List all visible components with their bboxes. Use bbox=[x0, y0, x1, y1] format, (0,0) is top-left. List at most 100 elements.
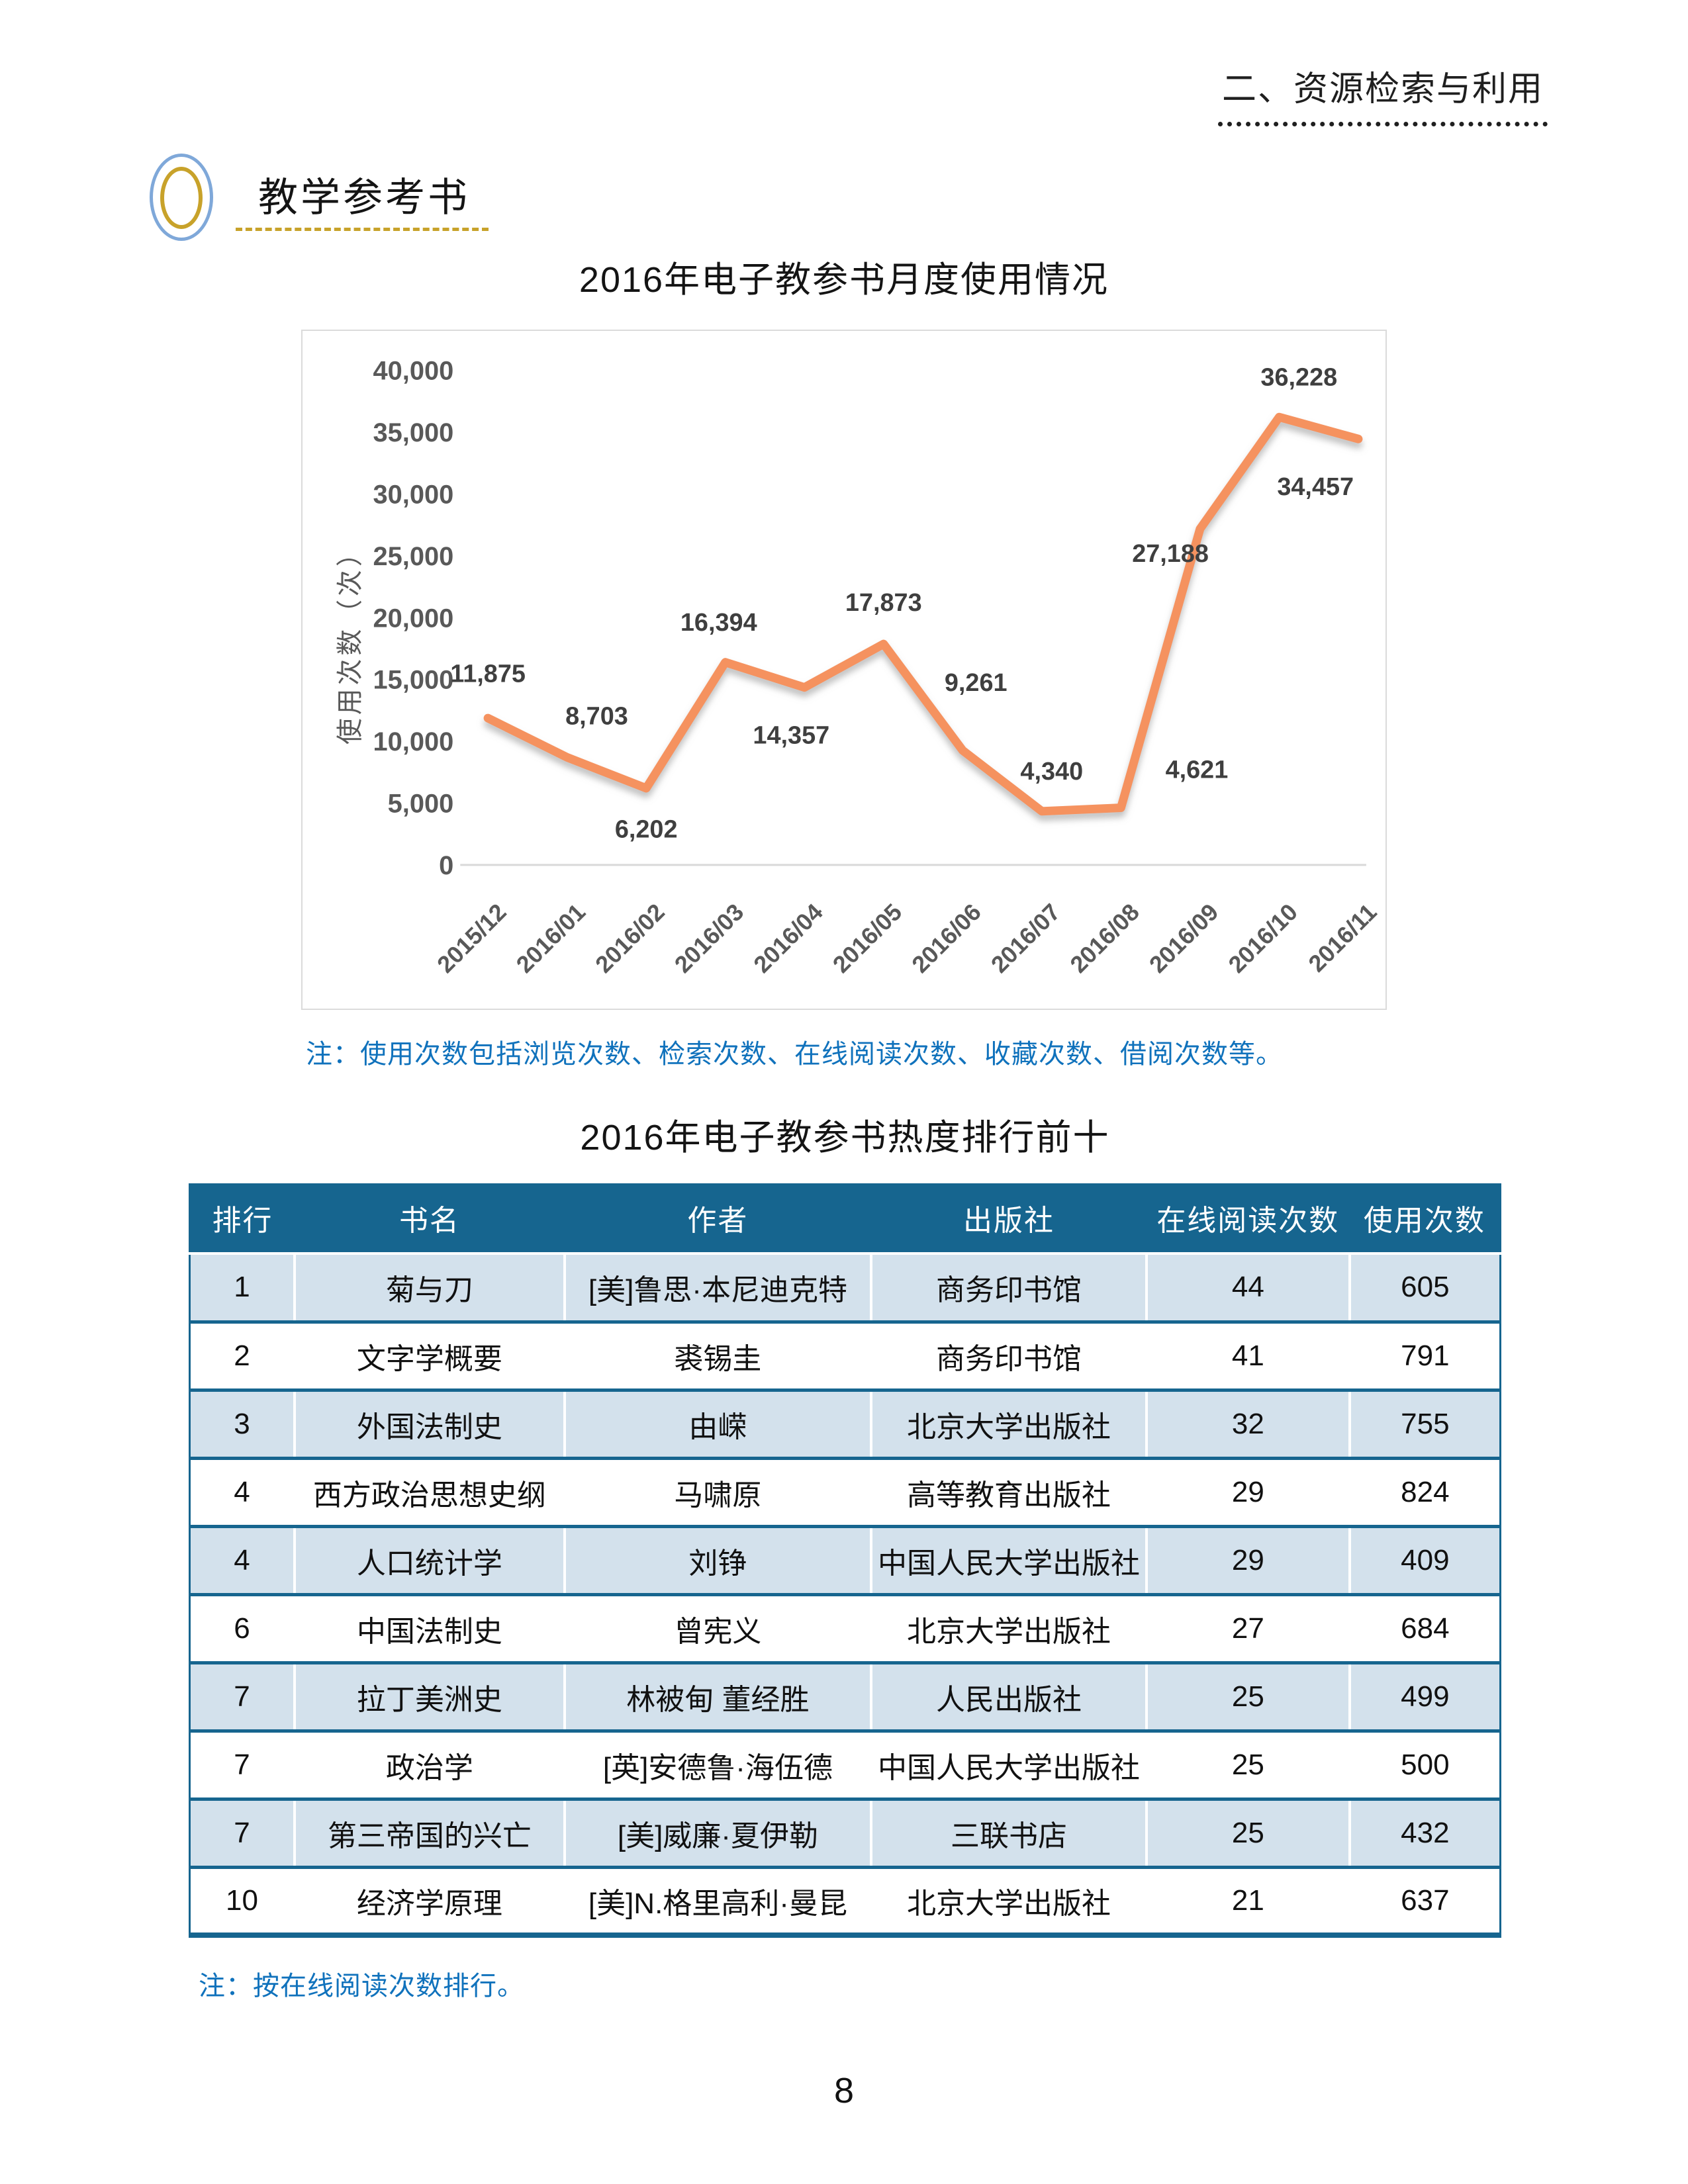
table-cell: 637 bbox=[1348, 1865, 1501, 1938]
table-cell: 中国人民大学出版社 bbox=[870, 1524, 1147, 1594]
table-cell: 44 bbox=[1145, 1253, 1350, 1322]
table-cell: 27 bbox=[1145, 1592, 1350, 1662]
table-row: 7 第三帝国的兴亡 [美]威廉·夏伊勒 三联书店 25 432 bbox=[188, 1797, 1501, 1867]
section-ring-icon bbox=[150, 154, 213, 241]
table-header-cell: 作者 bbox=[564, 1183, 872, 1255]
table-cell: 曾宪义 bbox=[563, 1592, 872, 1662]
table-cell: 商务印书馆 bbox=[870, 1253, 1147, 1322]
table-cell: 马啸原 bbox=[563, 1456, 872, 1526]
y-axis-tick-label: 40,000 bbox=[373, 357, 453, 386]
table-cell: 432 bbox=[1348, 1797, 1501, 1867]
table-cell: 755 bbox=[1348, 1388, 1501, 1458]
x-axis-tick-label: 2016/01 bbox=[511, 899, 590, 978]
table-cell: 7 bbox=[188, 1797, 295, 1867]
table-cell: 政治学 bbox=[293, 1729, 565, 1799]
table-header-cell: 在线阅读次数 bbox=[1146, 1183, 1350, 1255]
x-axis-tick-label: 2016/02 bbox=[590, 899, 670, 978]
data-point-label: 9,261 bbox=[945, 669, 1008, 697]
table-cell: 684 bbox=[1348, 1592, 1501, 1662]
table-cell: 10 bbox=[188, 1865, 295, 1938]
y-axis-tick-label: 20,000 bbox=[373, 604, 453, 633]
running-head: 二、资源检索与利用 bbox=[1218, 70, 1548, 126]
table-cell: 中国人民大学出版社 bbox=[870, 1729, 1147, 1799]
table-title: 2016年电子教参书热度排行前十 bbox=[580, 1118, 1110, 1158]
data-point-label: 4,340 bbox=[1020, 758, 1083, 786]
x-axis-tick-label: 2016/05 bbox=[827, 899, 907, 978]
x-axis-tick-label: 2016/07 bbox=[986, 899, 1065, 978]
table-cell: [英]安德鲁·海伍德 bbox=[563, 1729, 872, 1799]
table-cell: 29 bbox=[1145, 1524, 1350, 1594]
table-cell: 791 bbox=[1348, 1320, 1501, 1390]
table-cell: 菊与刀 bbox=[293, 1253, 565, 1322]
data-point-label: 11,875 bbox=[450, 660, 526, 688]
y-axis-tick-label: 0 bbox=[439, 851, 453, 880]
table-cell: 6 bbox=[188, 1592, 295, 1662]
table-row: 2 文字学概要 裘锡圭 商务印书馆 41 791 bbox=[188, 1320, 1501, 1390]
chart-note: 注：使用次数包括浏览次数、检索次数、在线阅读次数、收藏次数、借阅次数等。 bbox=[306, 1040, 1283, 1069]
table-row: 10 经济学原理 [美]N.格里高利·曼昆 北京大学出版社 21 637 bbox=[188, 1865, 1501, 1938]
table-header-row: 排行 书名 作者 出版社 在线阅读次数 使用次数 bbox=[188, 1183, 1501, 1255]
data-point-label: 8,703 bbox=[565, 702, 628, 730]
table-cell: 西方政治思想史纲 bbox=[293, 1456, 565, 1526]
table-cell: 41 bbox=[1145, 1320, 1350, 1390]
x-axis-tick-label: 2016/06 bbox=[907, 899, 986, 978]
page-number: 8 bbox=[833, 2071, 855, 2111]
table-cell: 外国法制史 bbox=[293, 1388, 565, 1458]
top10-table: 排行 书名 作者 出版社 在线阅读次数 使用次数 1 菊与刀 [美]鲁思·本尼迪克特 商务印书馆… bbox=[188, 1183, 1501, 1938]
table-cell: 25 bbox=[1145, 1797, 1350, 1867]
usage-series-line bbox=[483, 412, 1363, 816]
table-cell: 高等教育出版社 bbox=[870, 1456, 1147, 1526]
table-cell: 人口统计学 bbox=[293, 1524, 565, 1594]
data-point-label: 6,202 bbox=[615, 816, 678, 844]
table-cell: 北京大学出版社 bbox=[870, 1865, 1147, 1938]
table-cell: 32 bbox=[1145, 1388, 1350, 1458]
table-note: 注：按在线阅读次数排行。 bbox=[199, 1972, 524, 2001]
chart-title: 2016年电子教参书月度使用情况 bbox=[579, 260, 1109, 300]
x-axis-tick-label: 2016/04 bbox=[749, 899, 828, 978]
table-cell: 7 bbox=[188, 1661, 295, 1731]
table-cell: 3 bbox=[188, 1388, 295, 1458]
table-header-cell: 排行 bbox=[188, 1183, 295, 1255]
data-point-label: 36,228 bbox=[1260, 363, 1337, 391]
y-axis-tick-label: 10,000 bbox=[373, 727, 453, 756]
table-cell: 由嵘 bbox=[563, 1388, 872, 1458]
x-axis-tick-label: 2016/03 bbox=[669, 899, 749, 978]
table-row: 4 西方政治思想史纲 马啸原 高等教育出版社 29 824 bbox=[188, 1456, 1501, 1526]
table-cell: [美]威廉·夏伊勒 bbox=[563, 1797, 872, 1867]
x-axis-tick-label: 2016/08 bbox=[1065, 899, 1145, 978]
table-row: 6 中国法制史 曾宪义 北京大学出版社 27 684 bbox=[188, 1592, 1501, 1662]
data-point-label: 17,873 bbox=[845, 589, 922, 617]
table-row: 3 外国法制史 由嵘 北京大学出版社 32 755 bbox=[188, 1388, 1501, 1458]
table-row: 4 人口统计学 刘铮 中国人民大学出版社 29 409 bbox=[188, 1524, 1501, 1594]
table-cell: 林被甸 董经胜 bbox=[563, 1661, 872, 1731]
x-axis-tick-label: 2016/09 bbox=[1145, 899, 1224, 978]
table-cell: 4 bbox=[188, 1456, 295, 1526]
y-axis-tick-label: 35,000 bbox=[373, 418, 453, 447]
data-point-label: 16,394 bbox=[680, 609, 757, 637]
data-point-label: 27,188 bbox=[1132, 540, 1209, 568]
table-cell: 1 bbox=[188, 1253, 295, 1322]
y-axis-tick-label: 5,000 bbox=[388, 789, 454, 818]
table-header-cell: 书名 bbox=[294, 1183, 565, 1255]
table-cell: 北京大学出版社 bbox=[870, 1388, 1147, 1458]
table-cell: 409 bbox=[1348, 1524, 1501, 1594]
table-cell: 北京大学出版社 bbox=[870, 1592, 1147, 1662]
table-cell: 刘铮 bbox=[563, 1524, 872, 1594]
table-cell: 商务印书馆 bbox=[870, 1320, 1147, 1390]
data-point-label: 14,357 bbox=[753, 721, 829, 749]
table-cell: 文字学概要 bbox=[293, 1320, 565, 1390]
table-cell: 2 bbox=[188, 1320, 295, 1390]
table-cell: 21 bbox=[1145, 1865, 1350, 1938]
data-point-label: 4,621 bbox=[1166, 756, 1229, 784]
table-cell: 7 bbox=[188, 1729, 295, 1799]
section-dashed-underline bbox=[236, 228, 489, 231]
table-header-cell: 使用次数 bbox=[1349, 1183, 1501, 1255]
section-title: 教学参考书 bbox=[258, 175, 470, 220]
usage-line-chart: 0 5,000 10,000 15,000 20,000 25,000 30,000 35,0… bbox=[336, 357, 1382, 978]
table-cell: 605 bbox=[1348, 1253, 1501, 1322]
x-axis-tick-label: 2016/10 bbox=[1223, 899, 1303, 978]
table-row: 7 政治学 [英]安德鲁·海伍德 中国人民大学出版社 25 500 bbox=[188, 1729, 1501, 1799]
table-cell: 拉丁美洲史 bbox=[293, 1661, 565, 1731]
table-cell: 499 bbox=[1348, 1661, 1501, 1731]
